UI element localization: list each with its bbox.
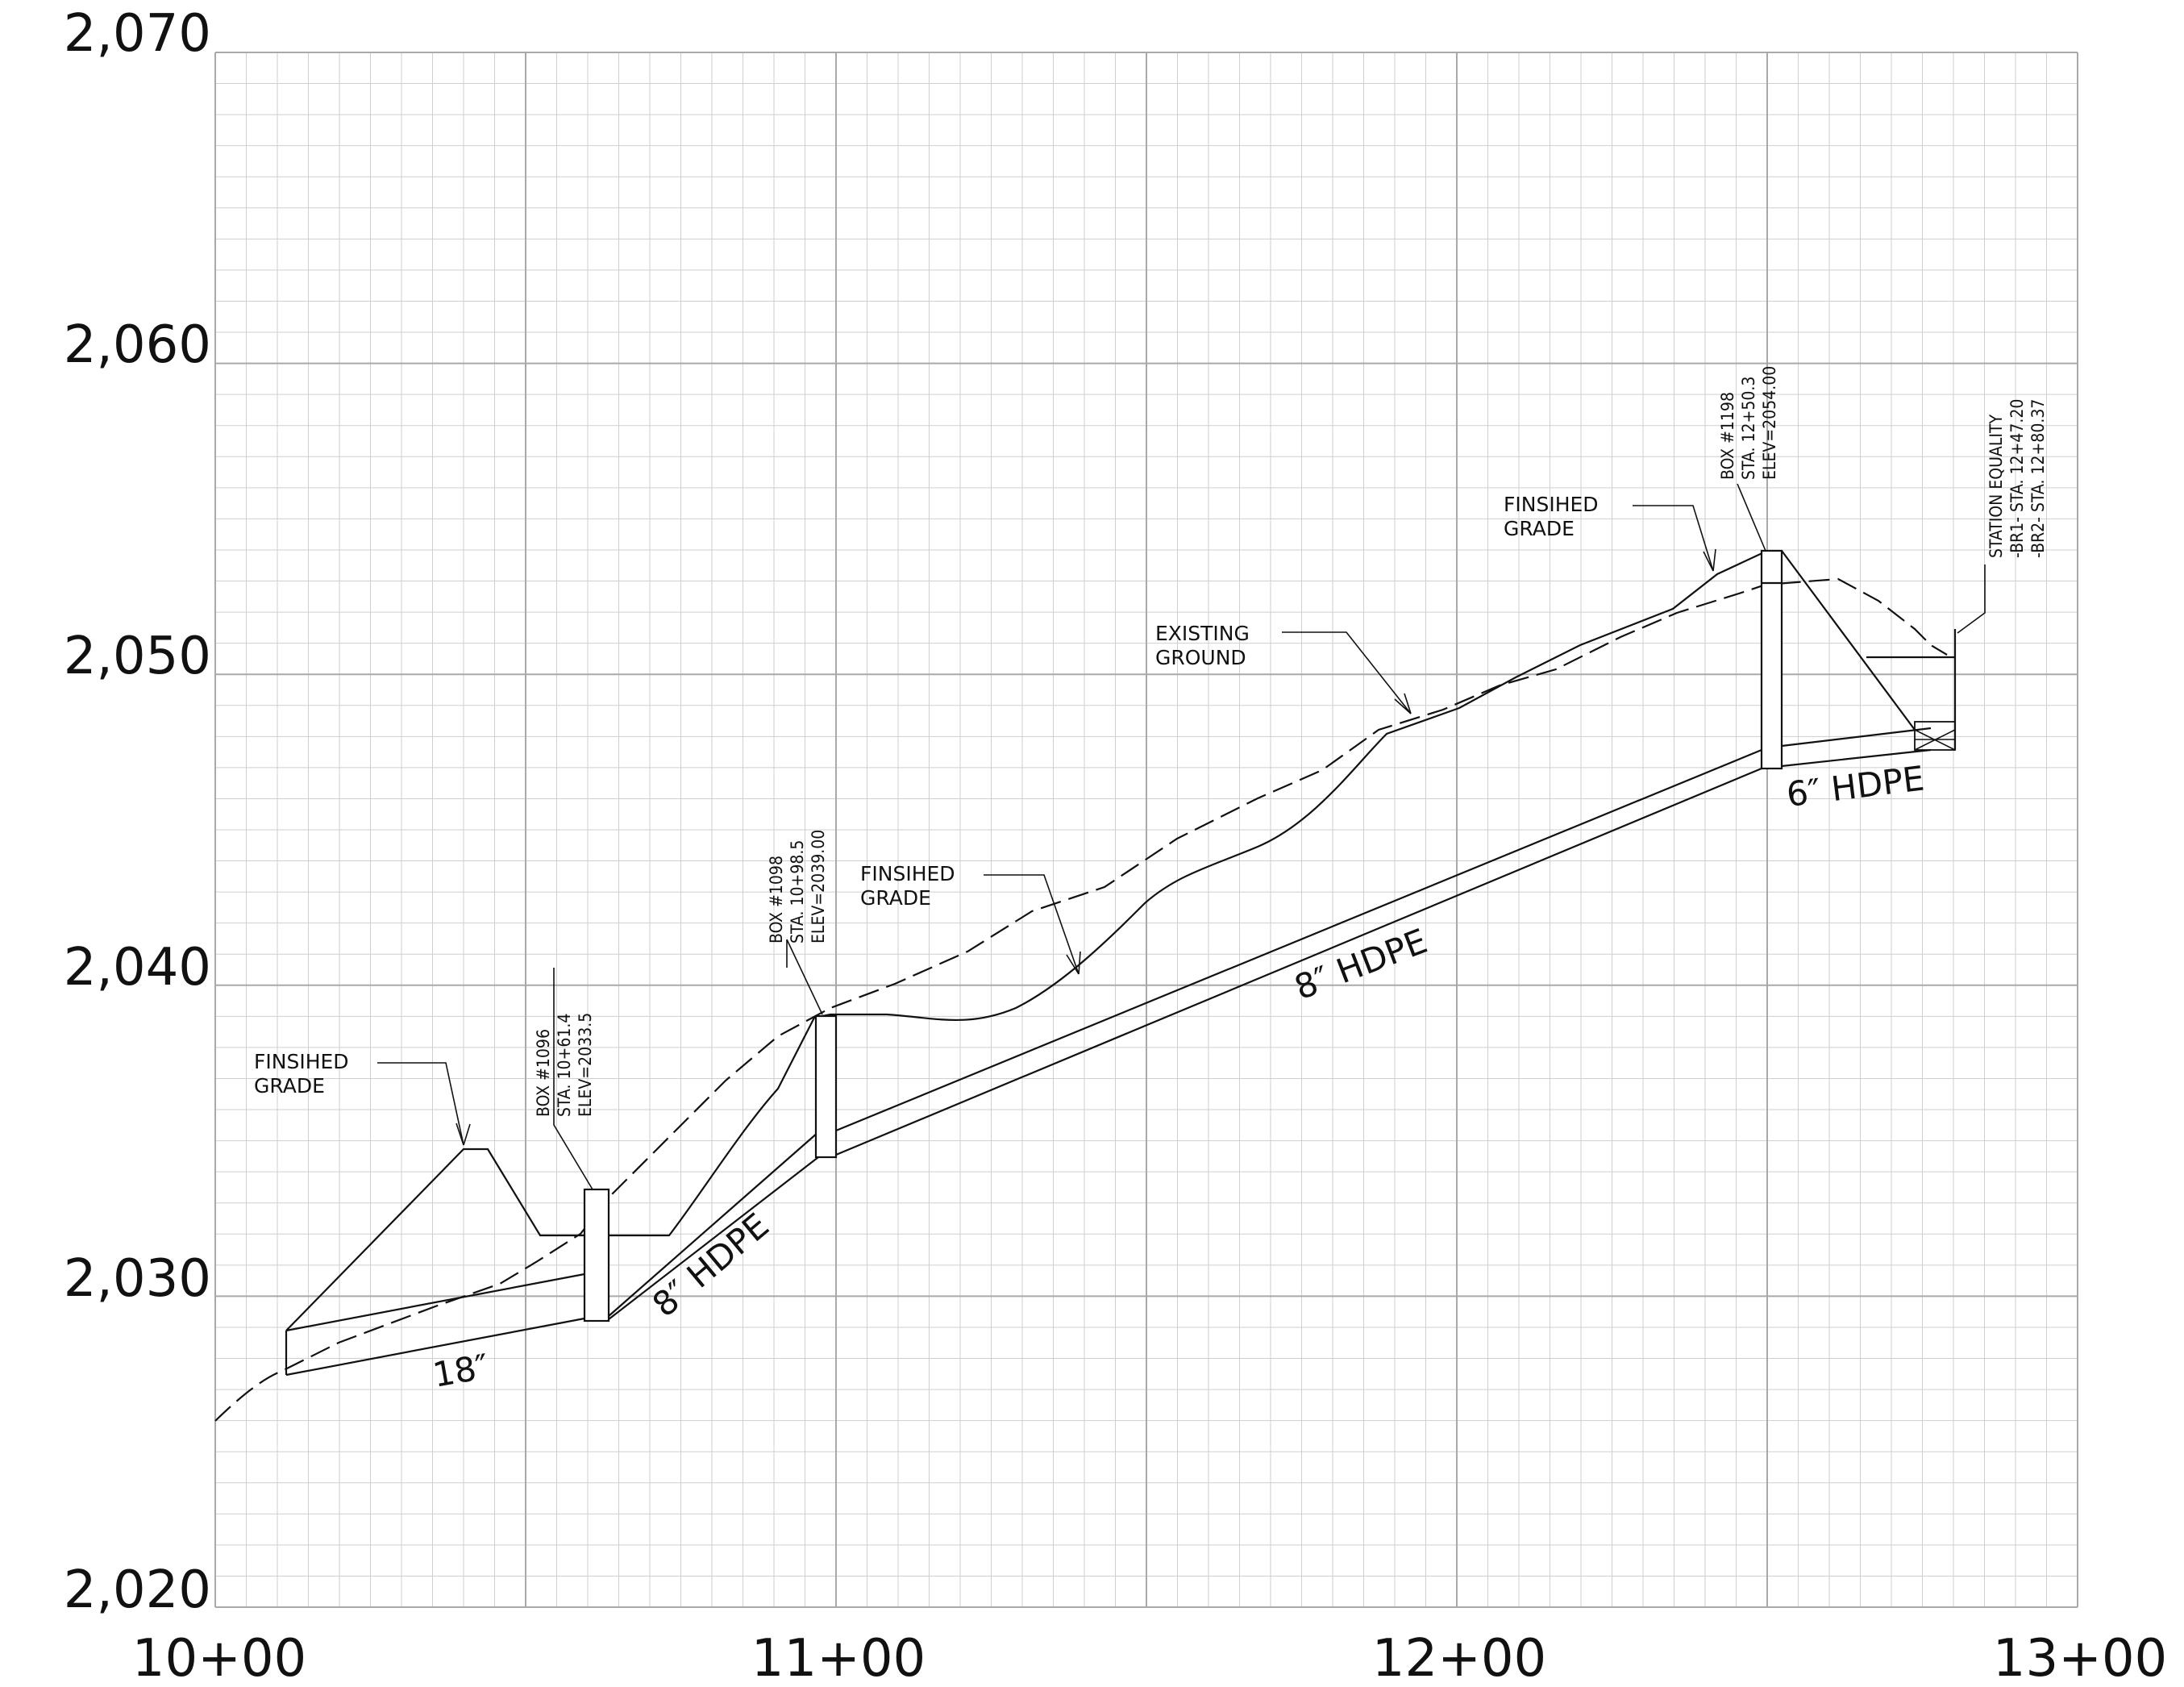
- station-equality-br2: -BR2- STA. 12+80.37: [2028, 399, 2048, 558]
- pipe-8a-bottom: [608, 1156, 819, 1320]
- box-1098-elev: ELEV=2039.00: [809, 830, 828, 943]
- box-1098-structure: [814, 1014, 838, 1159]
- finished-grade-2-line1: FINSIHED: [860, 862, 955, 885]
- box-1096-elev: ELEV=2033.5: [576, 1013, 595, 1117]
- box-1198-structure: [1760, 549, 1783, 770]
- existing-ground-line2: GROUND: [1155, 646, 1246, 669]
- leader-finished-grade-2: [984, 874, 1080, 975]
- x-axis-labels: 10+00 11+00 12+00 13+00: [132, 1629, 2168, 1687]
- structures: [583, 549, 1957, 1323]
- station-equality-label: STATION EQUALITY -BR1- STA. 12+47.20 -BR…: [1986, 399, 2048, 558]
- pipe-labels: 18″ 8″ HDPE 8″ HDPE 6″ HDPE: [430, 758, 1926, 1394]
- leader-existing-ground: [1282, 631, 1412, 714]
- pipe-label-8-hdpe-b: 8″ HDPE: [1289, 921, 1433, 1007]
- box-1198-station: STA. 12+50.3: [1739, 377, 1758, 480]
- pipe-18-top: [285, 1273, 585, 1332]
- leader-box-1198: [1737, 483, 1766, 552]
- pipe-8b-bottom: [835, 767, 1762, 1156]
- leader-finished-grade-1: [377, 1062, 464, 1146]
- end-slope-line: [1781, 550, 1916, 731]
- box-1096-station: STA. 10+61.4: [555, 1014, 574, 1117]
- box-1198-name: BOX #1198: [1718, 392, 1737, 480]
- leader-arrow-3: [1394, 693, 1412, 714]
- grid: [214, 52, 2078, 1608]
- y-tick-2030: 2,030: [64, 1249, 211, 1309]
- y-tick-2070: 2,070: [64, 4, 211, 64]
- finished-grade-1-line1: FINSIHED: [254, 1050, 349, 1073]
- y-axis-labels: 2,070 2,060 2,050 2,040 2,030 2,020: [64, 4, 211, 1620]
- y-tick-2060: 2,060: [64, 315, 211, 375]
- leader-arrow-1: [456, 1123, 471, 1146]
- pipe-label-6-hdpe: 6″ HDPE: [1784, 758, 1926, 814]
- pipe-8b-top: [835, 748, 1762, 1132]
- box-1198-label: BOX #1198 STA. 12+50.3 ELEV=2054.00: [1718, 366, 1779, 480]
- x-tick-11+00: 11+00: [751, 1629, 926, 1687]
- y-tick-2050: 2,050: [64, 627, 211, 686]
- x-tick-12+00: 12+00: [1372, 1629, 1547, 1687]
- box-1098-name: BOX #1098: [767, 856, 786, 943]
- x-tick-10+00: 10+00: [132, 1629, 307, 1687]
- box-1098-station: STA. 10+98.5: [788, 840, 807, 943]
- leader-box-1096: [553, 968, 593, 1190]
- station-equality-br1: -BR1- STA. 12+47.20: [2007, 399, 2027, 558]
- box-1096-structure: [583, 1188, 610, 1323]
- leader-finished-grade-3: [1633, 505, 1714, 572]
- pipe-6-bottom: [1781, 748, 1932, 768]
- existing-ground-line1: EXISTING: [1155, 622, 1250, 645]
- y-tick-2040: 2,040: [64, 938, 211, 998]
- box-1096-label: BOX #1096 STA. 10+61.4 ELEV=2033.5: [534, 1013, 595, 1117]
- finished-grade-3-line2: GRADE: [1504, 517, 1575, 540]
- leader-box-1098: [786, 939, 823, 1015]
- finished-grade-3-line1: FINSIHED: [1504, 493, 1599, 516]
- box-1098-label: BOX #1098 STA. 10+98.5 ELEV=2039.00: [767, 830, 828, 943]
- leaders: [377, 483, 1986, 1190]
- pipes: [285, 727, 1932, 1377]
- leader-arrow-2: [1066, 951, 1081, 975]
- pipe-label-18: 18″: [430, 1347, 492, 1395]
- annotations: FINSIHED GRADE FINSIHED GRADE EXISTING G…: [254, 493, 1599, 1098]
- pipe-8a-top: [608, 1131, 819, 1317]
- x-tick-13+00: 13+00: [1993, 1629, 2168, 1687]
- finished-grade-line: [285, 551, 1766, 1331]
- existing-ground-line: [214, 577, 1948, 1422]
- pipe-18-bottom: [285, 1317, 585, 1377]
- finished-grade-2-line2: GRADE: [860, 886, 931, 910]
- pipe-6-top: [1781, 727, 1932, 748]
- leader-station-equality: [1957, 564, 1986, 634]
- station-equality-title: STATION EQUALITY: [1986, 414, 2006, 558]
- end-structure-hatch: [1914, 729, 1956, 751]
- leader-arrow-4: [1703, 548, 1716, 572]
- box-1198-elev: ELEV=2054.00: [1760, 366, 1779, 480]
- y-tick-2020: 2,020: [64, 1560, 211, 1620]
- end-structure-base: [1914, 721, 1956, 751]
- box-1096-name: BOX #1096: [534, 1029, 553, 1117]
- finished-grade-1-line2: GRADE: [254, 1074, 325, 1098]
